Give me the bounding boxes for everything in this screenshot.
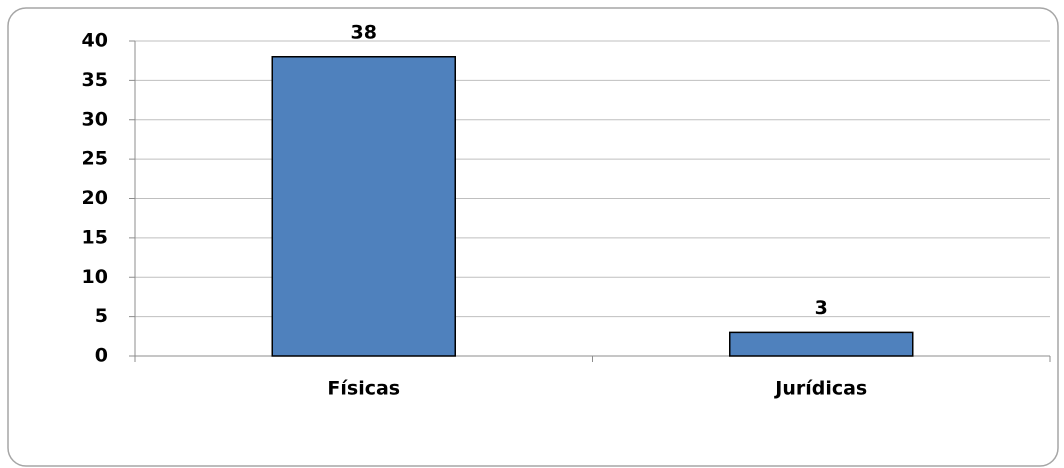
y-tick-label: 25	[82, 148, 108, 170]
x-tick-label: Físicas	[327, 378, 400, 400]
y-tick-label: 30	[82, 108, 108, 130]
y-tick-label: 20	[82, 187, 108, 209]
y-tick-label: 35	[82, 69, 108, 91]
y-tick-label: 15	[82, 226, 108, 248]
y-tick-label: 40	[82, 30, 108, 52]
x-tick-label: Jurídicas	[773, 378, 867, 400]
y-tick-label: 0	[95, 345, 108, 367]
y-tick-label: 5	[95, 305, 108, 327]
data-label: 3	[815, 297, 828, 319]
data-label: 38	[351, 21, 377, 43]
bar	[729, 331, 914, 357]
chart-frame	[7, 7, 1059, 467]
y-tick-label: 10	[82, 266, 108, 288]
bar	[271, 56, 456, 357]
